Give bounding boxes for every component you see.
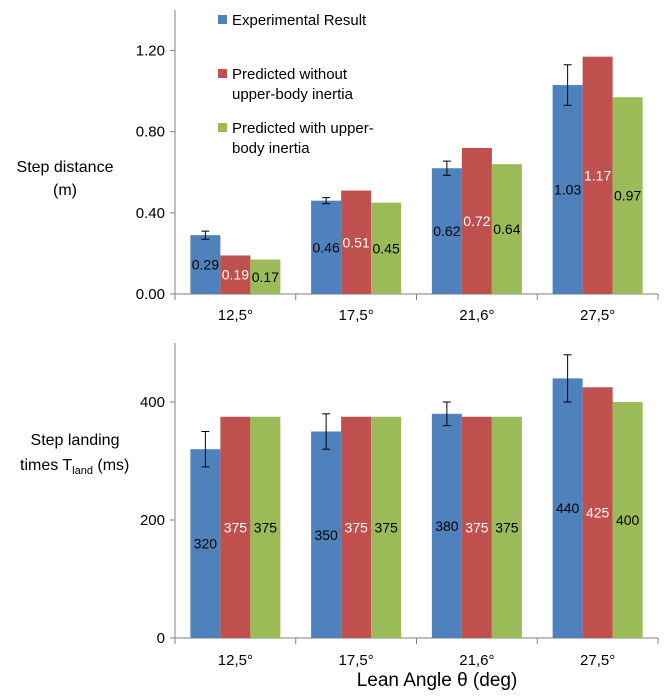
panel-1-category-label: 27,5° <box>580 652 615 669</box>
panel-0-bar-without <box>220 255 251 294</box>
panel-1-bar-without <box>220 416 251 638</box>
panel-1-data-label-with: 375 <box>254 519 278 535</box>
panel-0-bar-with <box>371 202 402 294</box>
panel-0-ytick-label: 0.40 <box>136 205 165 222</box>
panel-0-data-label-without: 0.51 <box>343 234 370 250</box>
panel-0-data-label-with: 0.17 <box>252 269 279 285</box>
panel-0-data-label-with: 0.64 <box>493 221 520 237</box>
panel-0-data-label-experimental: 0.46 <box>313 239 340 255</box>
panel-1-bar-with <box>491 416 522 638</box>
panel-1-ylabel-line1: Step landing <box>31 432 120 449</box>
legend-label-with: body inertia <box>232 140 310 157</box>
panel-1-data-label-without: 375 <box>344 519 368 535</box>
legend-swatch-without <box>218 69 227 78</box>
panel-0-data-label-experimental: 0.29 <box>192 257 219 273</box>
x-axis-title: Lean Angle θ (deg) <box>357 670 518 691</box>
panel-0-bar-without <box>461 147 492 294</box>
legend-label-experimental: Experimental Result <box>232 12 367 29</box>
panel-0-bar-with <box>612 97 643 294</box>
panel-0-bar-with <box>250 259 281 294</box>
panel-0-data-label-without: 0.72 <box>463 213 490 229</box>
panel-1-ytick-label: 400 <box>140 394 165 411</box>
panel-0-data-label-experimental: 0.62 <box>433 223 460 239</box>
panel-1-category-label: 12,5° <box>218 652 253 669</box>
panel-1-bar-without <box>341 416 372 638</box>
panel-1-bar-experimental <box>552 378 583 638</box>
panel-0-data-label-with: 0.97 <box>614 188 641 204</box>
panel-1-bar-without <box>582 387 613 638</box>
panel-0-category-label: 27,5° <box>580 307 615 324</box>
panel-0-bar-experimental <box>431 168 462 294</box>
panel-0-bar-experimental <box>311 200 342 294</box>
panel-0-data-label-with: 0.45 <box>373 240 400 256</box>
panel-1-data-label-with: 375 <box>495 519 519 535</box>
panel-1-bar-without <box>461 416 492 638</box>
panel-0-ytick-label: 0.00 <box>136 286 165 303</box>
panel-0-data-label-experimental: 1.03 <box>554 182 581 198</box>
panel-0-bar-with <box>491 164 522 294</box>
panel-1-data-label-without: 425 <box>586 505 610 521</box>
panel-0-bar-without <box>582 56 613 295</box>
panel-1-data-label-with: 400 <box>616 512 640 528</box>
legend-label-without: Predicted without <box>232 66 348 83</box>
panel-0-bar-experimental <box>190 235 221 294</box>
panel-0-data-label-without: 0.19 <box>222 267 249 283</box>
panel-0-category-label: 21,6° <box>459 307 494 324</box>
legend-label-with: Predicted with upper- <box>232 120 374 137</box>
panel-0-category-label: 17,5° <box>339 307 374 324</box>
panel-0-bar-without <box>341 190 372 294</box>
panel-0-category-label: 12,5° <box>218 307 253 324</box>
panel-1-category-label: 21,6° <box>459 652 494 669</box>
panel-1-bar-experimental <box>311 431 342 638</box>
panel-1-bar-experimental <box>431 413 462 638</box>
panel-0-bar-experimental <box>552 85 583 294</box>
legend-label-without: upper-body inertia <box>232 86 354 103</box>
panel-1-category-label: 17,5° <box>339 652 374 669</box>
panel-1-ytick-label: 200 <box>140 512 165 529</box>
panel-1-data-label-without: 375 <box>224 519 248 535</box>
panel-0-ylabel-line2: (m) <box>53 182 77 199</box>
panel-0-data-label-without: 1.17 <box>584 167 611 183</box>
panel-1-data-label-experimental: 320 <box>194 536 218 552</box>
panel-1-data-label-with: 375 <box>374 519 398 535</box>
panel-1-data-label-without: 375 <box>465 519 489 535</box>
panel-1-bar-with <box>371 416 402 638</box>
panel-0-ylabel-line1: Step distance <box>17 159 114 176</box>
panel-1-data-label-experimental: 350 <box>314 527 338 543</box>
panel-1-data-label-experimental: 440 <box>556 500 580 516</box>
panel-1-bar-with <box>612 402 643 638</box>
legend-swatch-with <box>218 123 227 132</box>
legend-swatch-experimental <box>218 15 227 24</box>
panel-1-bar-experimental <box>190 449 221 638</box>
panel-0-ytick-label: 0.80 <box>136 124 165 141</box>
panel-1-data-label-experimental: 380 <box>435 518 459 534</box>
panel-1-bar-with <box>250 416 281 638</box>
panel-1-ytick-label: 0 <box>157 630 165 647</box>
panel-0-ytick-label: 1.20 <box>136 43 165 60</box>
panel-1-ylabel-line2: times Tland (ms) <box>20 457 129 477</box>
